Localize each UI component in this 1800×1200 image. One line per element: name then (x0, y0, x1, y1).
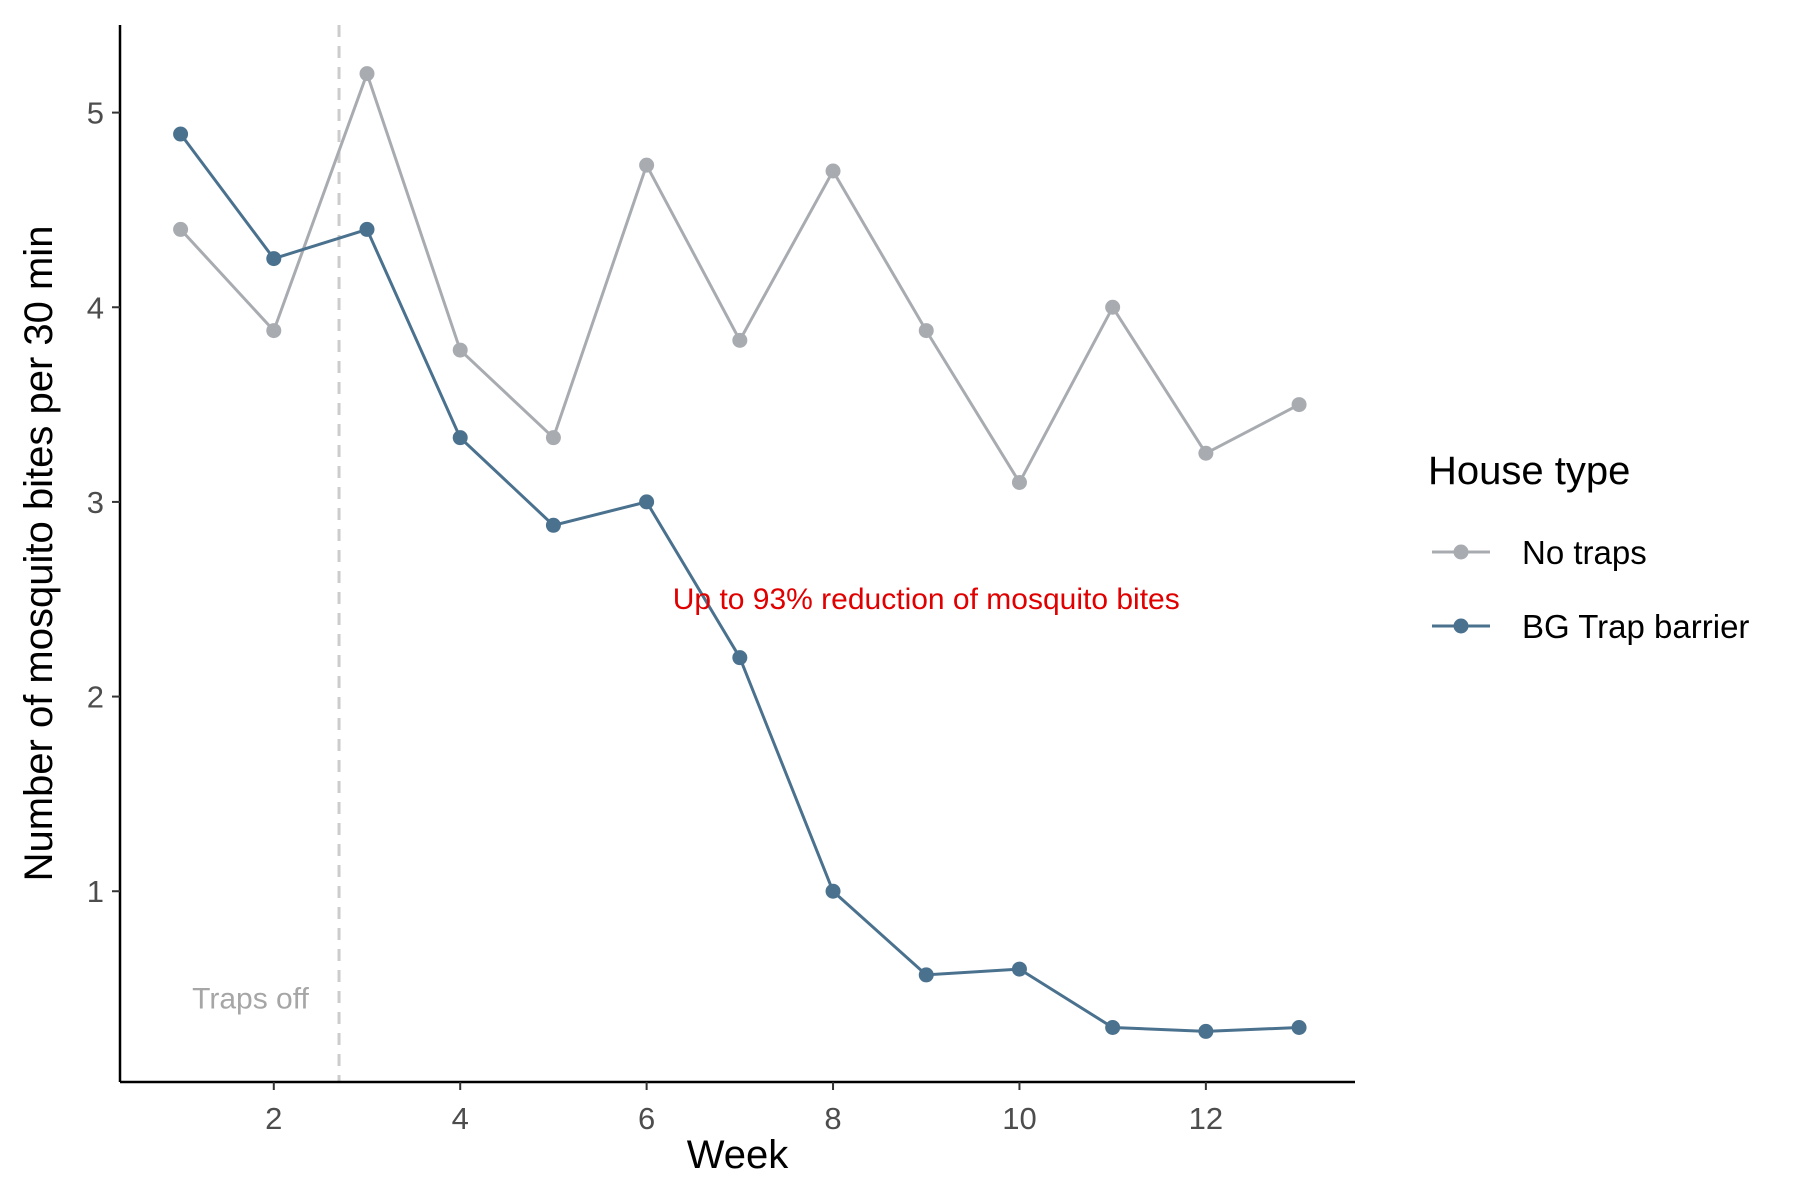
data-point-no-traps (918, 323, 934, 339)
data-point-no-traps (359, 66, 375, 82)
data-point-bg-trap-barrier (825, 883, 841, 899)
x-axis-title: Week (687, 1133, 790, 1177)
legend-label: No traps (1522, 534, 1647, 571)
y-tick-label: 1 (87, 874, 104, 909)
data-point-no-traps (1011, 474, 1027, 490)
reduction-annotation: Up to 93% reduction of mosquito bites (673, 583, 1180, 616)
traps-off-annotation: Traps off (192, 982, 309, 1015)
x-tick-label: 6 (638, 1101, 655, 1136)
legend-title: House type (1428, 449, 1630, 493)
x-tick-label: 4 (452, 1101, 469, 1136)
data-point-no-traps (173, 221, 189, 237)
x-tick-label: 8 (824, 1101, 841, 1136)
legend: House type No traps BG Trap barrier (1428, 449, 1749, 645)
data-point-no-traps (1198, 445, 1214, 461)
series-line-no-traps (179, 69, 1300, 486)
data-point-bg-trap-barrier (732, 650, 748, 666)
y-tick-label: 4 (87, 290, 104, 325)
data-point-no-traps (825, 163, 841, 179)
data-point-bg-trap-barrier (545, 517, 561, 533)
data-point-no-traps (732, 332, 748, 348)
data-point-bg-trap-barrier (1198, 1023, 1214, 1039)
data-point-bg-trap-barrier (359, 221, 375, 237)
legend-label: BG Trap barrier (1522, 608, 1749, 645)
data-point-bg-trap-barrier (266, 251, 282, 267)
y-axis-title: Number of mosquito bites per 30 min (17, 226, 61, 882)
data-point-bg-trap-barrier (173, 126, 189, 142)
legend-key-point (1453, 618, 1469, 634)
x-tick-label: 12 (1189, 1101, 1223, 1136)
data-point-no-traps (545, 430, 561, 446)
data-point-no-traps (639, 157, 655, 173)
data-point-bg-trap-barrier (918, 967, 934, 983)
x-tick-label: 10 (1002, 1101, 1036, 1136)
y-tick-label: 3 (87, 485, 104, 520)
data-point-no-traps (266, 323, 282, 339)
legend-key-point (1453, 544, 1469, 560)
data-point-no-traps (452, 342, 468, 358)
data-point-bg-trap-barrier (1105, 1019, 1121, 1035)
data-point-bg-trap-barrier (1011, 961, 1027, 977)
data-point-bg-trap-barrier (452, 430, 468, 446)
data-point-no-traps (1105, 299, 1121, 315)
x-tick-label: 2 (265, 1101, 282, 1136)
data-point-bg-trap-barrier (639, 494, 655, 510)
y-tick-label: 2 (87, 680, 104, 715)
y-tick-label: 5 (87, 96, 104, 131)
data-point-bg-trap-barrier (1291, 1019, 1307, 1035)
data-point-no-traps (1291, 397, 1307, 413)
